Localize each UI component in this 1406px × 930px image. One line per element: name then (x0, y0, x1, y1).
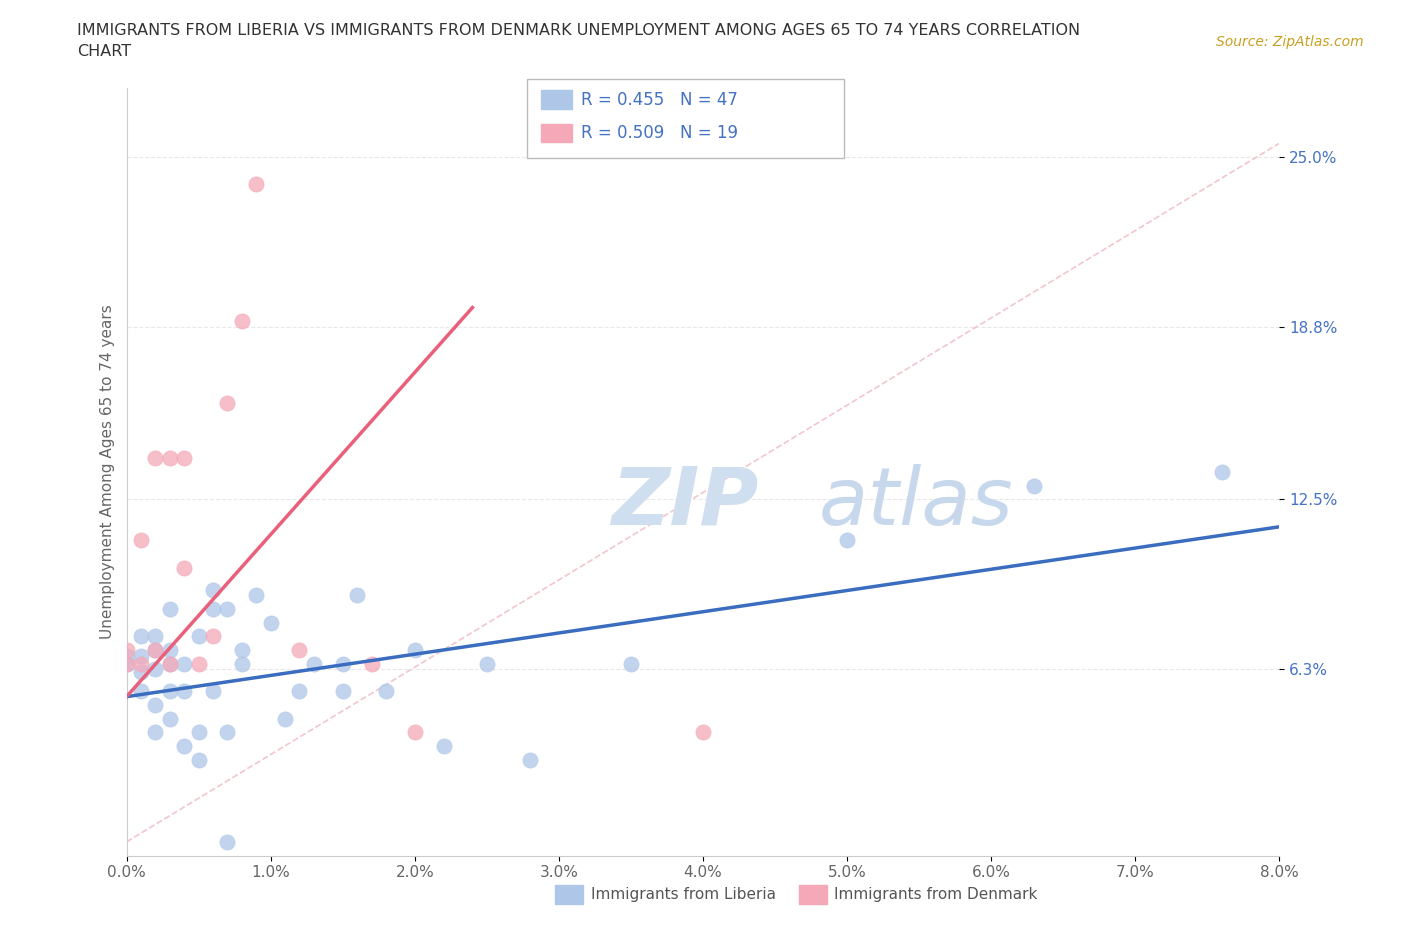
Point (302, 657, 325, 671)
Point (1211, 465, 1233, 480)
Point (360, 657, 382, 671)
Point (217, 724, 239, 739)
Point (217, 602, 239, 617)
Point (145, 643, 166, 658)
Point (173, 451, 195, 466)
Point (374, 684, 398, 698)
Point (115, 648, 138, 663)
Point (835, 533, 858, 548)
Point (159, 643, 181, 658)
Point (145, 724, 166, 739)
Point (332, 657, 354, 671)
Point (187, 629, 209, 644)
Point (202, 582, 225, 597)
Point (187, 657, 209, 671)
Point (231, 313, 253, 328)
Point (173, 561, 195, 576)
Point (231, 643, 253, 658)
Point (129, 629, 152, 644)
Point (187, 724, 209, 739)
Point (332, 684, 354, 698)
Point (115, 643, 138, 658)
Point (692, 724, 714, 739)
Point (145, 698, 166, 712)
Point (217, 834, 239, 849)
Point (1024, 478, 1046, 493)
Point (159, 711, 181, 726)
Point (159, 657, 181, 671)
Point (115, 657, 138, 671)
Point (475, 657, 498, 671)
Text: atlas: atlas (818, 464, 1014, 541)
Point (129, 665, 152, 680)
Point (288, 684, 311, 698)
Point (404, 724, 426, 739)
Point (159, 602, 181, 617)
Text: Source: ZipAtlas.com: Source: ZipAtlas.com (1216, 35, 1364, 49)
Point (202, 602, 225, 617)
Text: R = 0.455   N = 47: R = 0.455 N = 47 (581, 90, 738, 109)
Point (202, 684, 225, 698)
Point (159, 684, 181, 698)
Text: IMMIGRANTS FROM LIBERIA VS IMMIGRANTS FROM DENMARK UNEMPLOYMENT AMONG AGES 65 TO: IMMIGRANTS FROM LIBERIA VS IMMIGRANTS FR… (77, 23, 1080, 38)
Point (129, 657, 152, 671)
Point (145, 629, 166, 644)
Point (346, 588, 368, 603)
Point (231, 657, 253, 671)
Text: Immigrants from Denmark: Immigrants from Denmark (834, 887, 1038, 902)
Y-axis label: Unemployment Among Ages 65 to 74 years: Unemployment Among Ages 65 to 74 years (100, 305, 115, 639)
Point (404, 643, 426, 658)
Point (433, 738, 456, 753)
Point (173, 738, 195, 753)
Point (288, 643, 311, 658)
Point (620, 657, 643, 671)
Point (519, 752, 541, 767)
Point (159, 451, 181, 466)
Text: ZIP: ZIP (610, 464, 758, 541)
Point (259, 616, 281, 631)
Text: Immigrants from Liberia: Immigrants from Liberia (591, 887, 776, 902)
Point (274, 711, 297, 726)
Text: CHART: CHART (77, 44, 131, 59)
Point (245, 588, 267, 603)
Point (115, 657, 138, 671)
Point (173, 684, 195, 698)
Point (129, 648, 152, 663)
Point (245, 177, 267, 192)
Text: R = 0.509   N = 19: R = 0.509 N = 19 (581, 124, 738, 142)
Point (145, 643, 166, 658)
Point (145, 662, 166, 677)
Point (129, 684, 152, 698)
Point (159, 657, 181, 671)
Point (187, 752, 209, 767)
Point (129, 533, 152, 548)
Point (217, 396, 239, 411)
Point (173, 657, 195, 671)
Point (202, 629, 225, 644)
Point (145, 451, 166, 466)
